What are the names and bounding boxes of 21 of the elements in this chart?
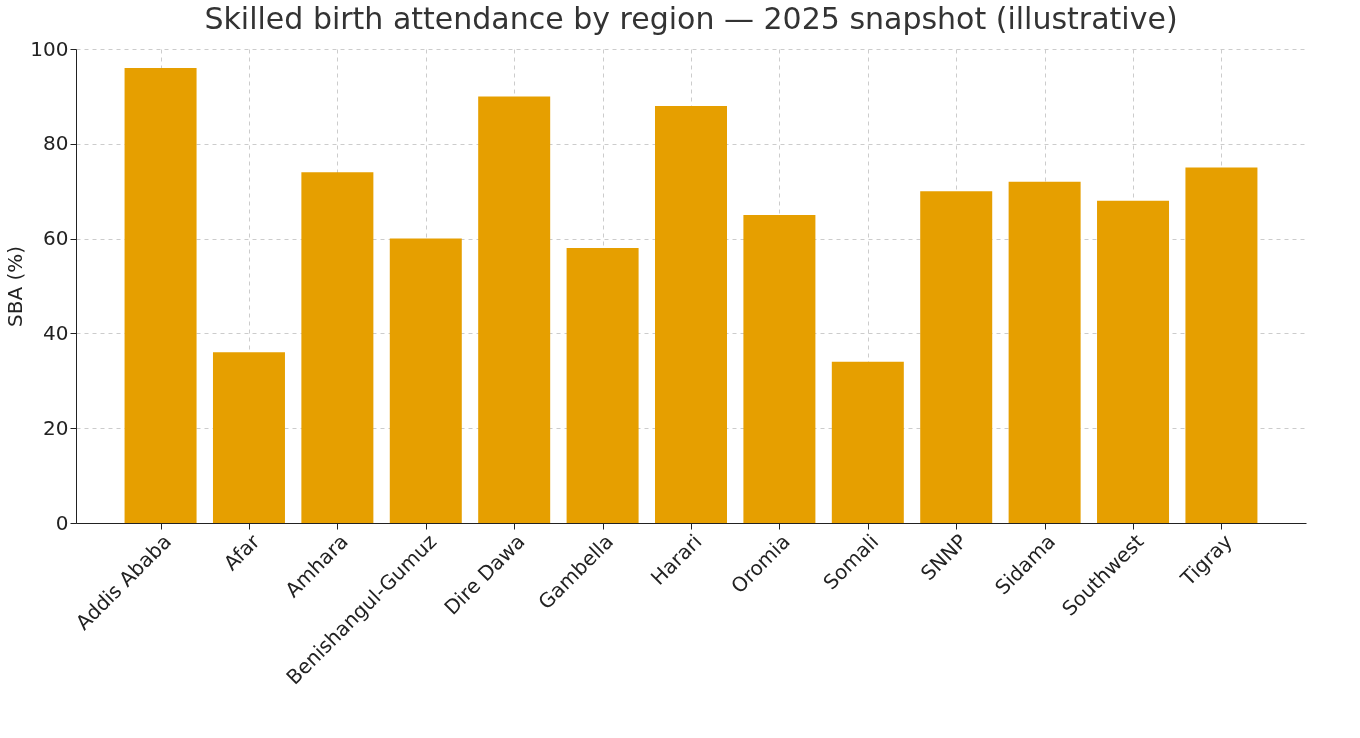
bar [831, 361, 904, 523]
bar [124, 67, 197, 523]
bar [301, 172, 374, 523]
bar [566, 248, 639, 523]
bar [655, 105, 727, 523]
bar [389, 238, 462, 523]
y-tick-label: 80 [43, 131, 69, 156]
bar [1097, 200, 1170, 523]
bar [743, 214, 816, 523]
y-tick-label: 0 [55, 510, 69, 535]
y-tick-label: 20 [43, 415, 69, 440]
y-axis-title: SBA (%) [3, 245, 28, 328]
y-tick-label: 60 [43, 226, 69, 251]
y-tick-label: 100 [30, 36, 69, 61]
bar [920, 191, 993, 523]
bar [478, 96, 551, 523]
chart-title: Skilled birth attendance by region — 2025 snapshot (illustrative) [204, 1, 1178, 36]
bar [1185, 167, 1258, 523]
y-tick-label: 40 [43, 320, 69, 345]
bar [212, 352, 285, 523]
bar [1008, 181, 1081, 523]
